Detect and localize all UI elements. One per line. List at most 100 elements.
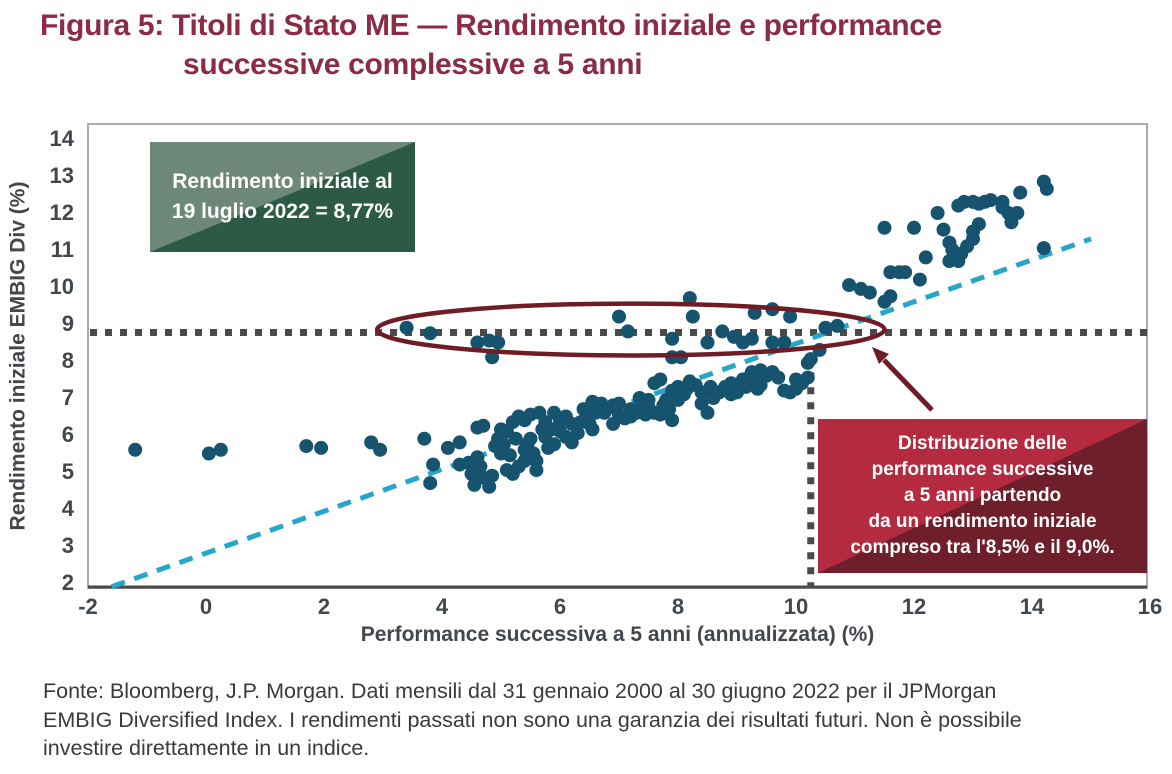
figure-title-line1: Figura 5: Titoli di Stato ME — Rendiment… <box>40 9 943 42</box>
data-point <box>700 335 715 350</box>
data-point <box>983 193 998 208</box>
annotation-arrow <box>872 347 934 412</box>
data-point <box>299 439 314 454</box>
data-point <box>485 468 500 483</box>
highlight-ellipse <box>374 301 887 358</box>
y-tick-label: 2 <box>61 570 74 595</box>
data-point <box>612 309 626 324</box>
y-tick-label: 13 <box>49 163 74 188</box>
data-point <box>898 265 913 280</box>
data-point <box>803 352 818 367</box>
data-point <box>1013 185 1028 200</box>
data-point <box>638 407 653 422</box>
distribution-callout-text: Distribuzione delle performance successiv… <box>818 419 1147 561</box>
data-point <box>800 370 815 385</box>
data-point <box>523 431 538 446</box>
data-point <box>314 440 329 455</box>
data-point <box>744 331 759 346</box>
data-point <box>473 459 488 474</box>
data-point <box>877 220 892 235</box>
data-point <box>930 206 945 220</box>
data-point <box>399 320 414 335</box>
data-point <box>665 331 680 346</box>
data-point <box>529 463 544 478</box>
distribution-callout-line: da un rendimento iniziale <box>868 511 1097 532</box>
x-axis-title: Performance successiva a 5 anni (annuali… <box>360 623 875 646</box>
source-note-line3: investire direttamente in un indice. <box>43 736 370 760</box>
x-tick-label: 10 <box>783 594 809 619</box>
data-point <box>700 405 715 420</box>
data-point <box>907 220 921 235</box>
data-point <box>830 318 845 333</box>
data-point <box>818 320 833 335</box>
x-tick-label: 6 <box>553 594 567 619</box>
y-tick-label: 3 <box>61 533 74 558</box>
data-point <box>423 326 438 341</box>
initial-yield-line1: Rendimento iniziale al <box>172 170 393 193</box>
y-tick-label: 11 <box>50 237 74 262</box>
data-point <box>1036 241 1051 256</box>
data-point <box>482 479 497 494</box>
data-point <box>918 250 933 265</box>
y-tick-label: 14 <box>49 126 74 151</box>
data-point <box>620 324 635 339</box>
data-point <box>470 335 485 350</box>
data-point <box>508 431 523 446</box>
distribution-callout-line: Distribuzione delle <box>898 433 1067 454</box>
x-tick-label: 12 <box>901 594 927 619</box>
data-point <box>912 272 927 287</box>
data-point <box>452 435 467 450</box>
data-point <box>535 422 550 437</box>
y-tick-label: 6 <box>61 422 74 447</box>
data-point <box>862 285 877 300</box>
data-point <box>715 324 730 339</box>
data-point <box>373 442 388 457</box>
data-point <box>685 309 700 324</box>
figure-title-line2: successive complessive a 5 anni <box>183 48 643 81</box>
data-point <box>665 413 680 428</box>
data-point <box>662 402 677 417</box>
x-tick-label: 8 <box>671 594 685 619</box>
data-point <box>570 426 585 441</box>
data-point <box>606 416 621 431</box>
x-tick-label: 2 <box>317 594 331 619</box>
data-point <box>585 422 600 437</box>
data-point <box>765 335 780 350</box>
data-point <box>547 437 562 452</box>
data-point <box>789 372 803 387</box>
data-point <box>496 437 511 452</box>
data-point <box>771 370 786 385</box>
data-point <box>783 309 798 324</box>
figure-title: Figura 5: Titoli di Stato ME — Rendiment… <box>40 6 942 84</box>
data-point <box>612 396 626 411</box>
data-point <box>632 391 647 405</box>
data-point <box>842 278 857 293</box>
distribution-callout-line: a 5 anni partendo <box>903 485 1062 506</box>
y-tick-label: 9 <box>61 311 74 336</box>
data-point <box>502 448 517 463</box>
distribution-callout-line: compreso tra l'8,5% e il 9,0%. <box>850 537 1115 558</box>
data-point <box>128 442 143 457</box>
x-tick-label: -2 <box>78 594 98 619</box>
data-point <box>440 440 455 455</box>
initial-yield-line2: 19 luglio 2022 = 8,77% <box>171 200 394 223</box>
distribution-callout-line: performance successive <box>871 459 1094 480</box>
data-point <box>585 394 600 409</box>
data-point <box>753 363 768 378</box>
source-note: Fonte: Bloomberg, J.P. Morgan. Dati mens… <box>43 677 1022 763</box>
y-tick-label: 7 <box>61 385 74 410</box>
data-point <box>491 335 506 350</box>
y-tick-label: 12 <box>49 200 74 225</box>
data-point <box>1039 181 1054 196</box>
data-point <box>417 431 432 446</box>
scatter-points <box>128 174 1054 494</box>
data-point <box>426 457 441 472</box>
data-point <box>423 476 438 491</box>
x-tick-label: 0 <box>199 594 213 619</box>
data-point <box>485 350 500 365</box>
x-tick-label: 14 <box>1019 594 1045 619</box>
source-note-line2: EMBIG Diversified Index. I rendimenti pa… <box>43 707 1022 732</box>
data-point <box>476 418 491 433</box>
data-point <box>213 442 228 457</box>
